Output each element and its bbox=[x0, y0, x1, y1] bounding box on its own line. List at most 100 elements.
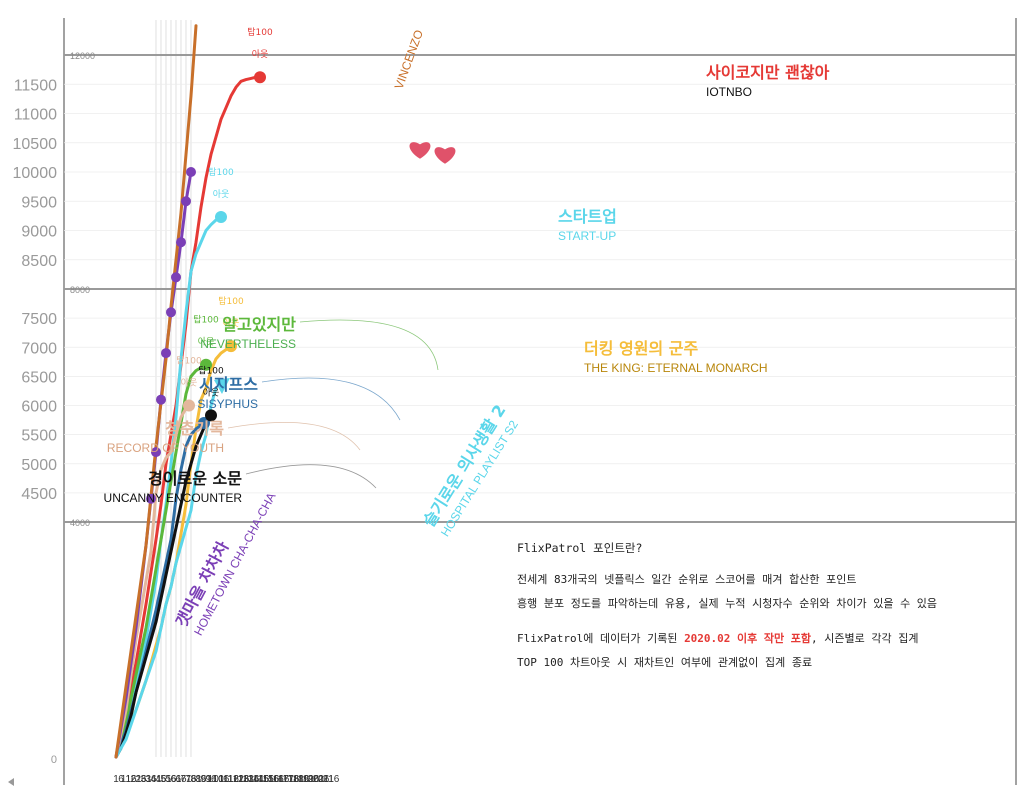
notes-line-1: 전세계 83개국의 넷플릭스 일간 순위로 스코어를 매겨 합산한 포인트 bbox=[517, 572, 857, 586]
x-tick-label: 31 bbox=[140, 774, 152, 785]
x-tick-label: 71 bbox=[180, 774, 192, 785]
notes-line-3: FlixPatrol에 데이터가 기록된 2020.02 이후 작만 포함, 시… bbox=[517, 631, 919, 645]
series-point-marker bbox=[166, 307, 176, 318]
series-line bbox=[114, 413, 213, 759]
notes-title: FlixPatrol 포인트란? bbox=[517, 541, 643, 555]
y-tick-label: 8500 bbox=[21, 253, 57, 270]
series-name: 스타트업 bbox=[558, 207, 617, 226]
series-end-marker bbox=[198, 416, 210, 429]
x-tick-label: 91 bbox=[200, 774, 212, 785]
series-line bbox=[114, 363, 208, 759]
series-point-marker bbox=[176, 237, 186, 248]
x-tick-label: 1 bbox=[113, 774, 119, 785]
series-point-marker bbox=[151, 447, 161, 458]
x-tick-label: 116 bbox=[223, 774, 239, 785]
x-tick-label: 16 bbox=[125, 774, 137, 785]
y-tick-label: 7000 bbox=[21, 340, 57, 357]
y-tick-label: 9000 bbox=[21, 224, 57, 241]
x-tick-label: 96 bbox=[205, 774, 217, 785]
x-tick-label: 111 bbox=[218, 774, 234, 785]
notes-highlight: 2020.02 이후 작만 포함 bbox=[684, 631, 812, 645]
x-tick-label: 206 bbox=[313, 774, 330, 785]
series-name: 더킹 영원의 군주 bbox=[584, 339, 698, 358]
x-tick-label: 121 bbox=[228, 774, 245, 785]
series-point-marker bbox=[181, 196, 191, 207]
series-end-marker bbox=[200, 358, 212, 371]
series-label: 더킹 영원의 군주 THE KING: ETERNAL MONARCH bbox=[584, 339, 768, 375]
series-subtitle: NEVERTHELESS bbox=[200, 337, 296, 351]
connector-arc bbox=[227, 422, 361, 451]
series-name: 시지프스 bbox=[199, 375, 258, 394]
topout-label-top: 탑100 bbox=[218, 295, 244, 307]
x-tick-label: 26 bbox=[135, 774, 147, 785]
series-point-marker bbox=[156, 394, 166, 405]
y-tick-label: 9500 bbox=[21, 194, 57, 211]
y-tick-label: 7500 bbox=[21, 311, 57, 328]
x-tick-label: 51 bbox=[160, 774, 172, 785]
x-tick-label: 61 bbox=[170, 774, 182, 785]
x-tick-label: 191 bbox=[298, 774, 315, 785]
series-label: 시지프스 SISYPHUS bbox=[197, 375, 258, 411]
series-name: 사이코지만 괜찮아 bbox=[706, 63, 830, 82]
series-subtitle: THE KING: ETERNAL MONARCH bbox=[584, 361, 768, 375]
notes-line-2: 흥행 분포 정도를 파악하는데 유용, 실제 누적 시청자수 순위와 차이가 있… bbox=[517, 596, 938, 610]
series-subtitle: IOTNBO bbox=[706, 85, 752, 99]
topout-label-top: 탑100 bbox=[176, 355, 202, 367]
series-point-marker bbox=[161, 348, 171, 359]
x-tick-label: 56 bbox=[165, 774, 177, 785]
y-tick-label: 6500 bbox=[21, 369, 57, 386]
x-tick-label: 156 bbox=[263, 774, 280, 785]
topout-label-bottom: 아웃 bbox=[203, 387, 220, 398]
segment-break-label: 4000 bbox=[70, 518, 90, 528]
segment-break-label: 8000 bbox=[70, 285, 90, 295]
series-label: 스타트업 START-UP bbox=[558, 207, 617, 243]
x-tick-label: 186 bbox=[293, 774, 310, 785]
series-end-marker bbox=[205, 409, 217, 422]
x-tick-label: 171 bbox=[278, 774, 295, 785]
series-point-marker bbox=[171, 272, 181, 283]
series-subtitle: SISYPHUS bbox=[197, 397, 258, 411]
x-tick-label: 201 bbox=[308, 774, 325, 785]
x-tick-label: 131 bbox=[238, 774, 255, 785]
y-tick-label: 10500 bbox=[13, 136, 58, 153]
x-tick-label: 41 bbox=[150, 774, 162, 785]
series-line bbox=[114, 75, 262, 759]
series-line bbox=[114, 404, 191, 759]
series-end-marker bbox=[254, 71, 266, 84]
topout-label-bottom: 아웃 bbox=[198, 337, 215, 348]
x-tick-label: 126 bbox=[233, 774, 250, 785]
y-tick-label: 11500 bbox=[14, 77, 57, 94]
series-label: 사이코지만 괜찮아 IOTNBO bbox=[706, 63, 830, 99]
heart-icon bbox=[434, 147, 456, 164]
x-tick-label: 11 bbox=[121, 774, 132, 785]
topout-label-top: 탑100 bbox=[208, 166, 234, 178]
y-tick-label: 0 bbox=[51, 754, 57, 766]
x-tick-label: 181 bbox=[288, 774, 305, 785]
y-tick-label: 5000 bbox=[21, 457, 57, 474]
x-tick-label: 6 bbox=[118, 774, 124, 785]
series-label: 알고있지만 NEVERTHELESS bbox=[200, 315, 296, 351]
x-tick-label: 136 bbox=[243, 774, 260, 785]
connector-arc bbox=[261, 377, 401, 421]
topout-label-bottom: 아웃 bbox=[223, 318, 240, 329]
series-subtitle: UNCANNY ENCOUNTER bbox=[104, 491, 243, 505]
y-tick-label: 5500 bbox=[21, 428, 57, 445]
x-tick-label: 211 bbox=[318, 774, 334, 785]
x-tick-label: 86 bbox=[195, 774, 207, 785]
x-tick-label: 161 bbox=[268, 774, 285, 785]
series-point-marker bbox=[186, 167, 196, 177]
series-name: 청춘기록 bbox=[165, 419, 224, 438]
x-tick-label: 36 bbox=[145, 774, 157, 785]
series-name: VINCENZO bbox=[392, 28, 426, 91]
x-tick-label: 81 bbox=[190, 774, 202, 785]
x-tick-label: 151 bbox=[258, 774, 275, 785]
series-end-marker bbox=[215, 211, 227, 224]
series-label: 청춘기록 RECORD OF YOUTH bbox=[107, 419, 224, 455]
notes-box: FlixPatrol 포인트란? 전세계 83개국의 넷플릭스 일간 순위로 스… bbox=[517, 541, 1017, 681]
y-tick-label: 10000 bbox=[13, 165, 58, 182]
series-end-marker bbox=[183, 399, 195, 412]
series-point-marker bbox=[146, 493, 156, 504]
topout-label-bottom: 아웃 bbox=[181, 378, 198, 389]
